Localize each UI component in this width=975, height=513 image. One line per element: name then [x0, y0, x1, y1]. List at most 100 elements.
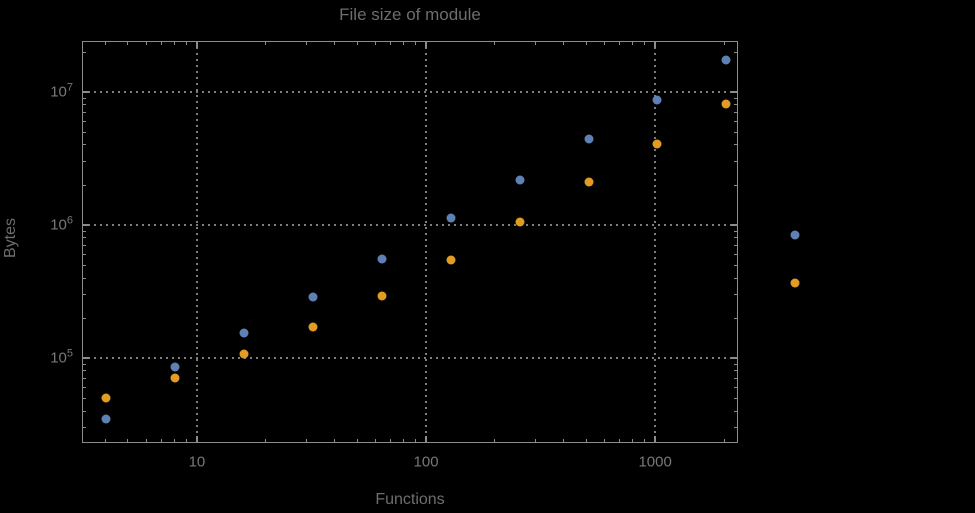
x-minor-tick — [603, 42, 605, 45]
x-major-tick — [425, 436, 428, 442]
x-minor-tick — [603, 439, 605, 442]
y-axis-label: Bytes — [2, 217, 19, 259]
x-minor-tick — [105, 439, 107, 442]
y-minor-tick — [83, 121, 86, 123]
x-minor-tick — [494, 42, 496, 45]
x-minor-tick — [415, 439, 417, 442]
y-minor-tick — [83, 317, 86, 319]
y-minor-tick — [734, 161, 737, 163]
x-minor-tick — [390, 42, 392, 45]
x-minor-tick — [619, 42, 621, 45]
y-minor-tick — [83, 184, 86, 186]
y-minor-tick — [734, 51, 737, 53]
y-minor-tick — [734, 144, 737, 146]
y-tick-label: 105 — [50, 347, 73, 367]
x-minor-tick — [174, 42, 176, 45]
y-minor-tick — [83, 378, 86, 380]
y-minor-tick — [734, 97, 737, 99]
x-minor-tick — [185, 439, 187, 442]
x-minor-tick — [334, 439, 336, 442]
x-major-tick — [195, 436, 198, 442]
y-minor-tick — [734, 294, 737, 296]
y-minor-tick — [83, 131, 86, 133]
x-minor-tick — [160, 439, 162, 442]
chart-title: File size of module — [339, 5, 481, 24]
data-point-blue — [308, 292, 318, 302]
x-minor-tick — [160, 42, 162, 45]
x-minor-tick — [632, 439, 634, 442]
y-minor-tick — [734, 121, 737, 123]
x-gridline — [425, 41, 428, 443]
data-point-blue — [721, 55, 731, 65]
x-tick-label: 10 — [188, 453, 206, 471]
x-minor-tick — [356, 42, 358, 45]
y-major-tick — [731, 357, 737, 360]
y-major-tick — [731, 224, 737, 227]
y-minor-tick — [83, 161, 86, 163]
data-point-blue — [101, 414, 111, 424]
x-minor-tick — [356, 439, 358, 442]
data-point-blue — [652, 95, 662, 105]
x-minor-tick — [334, 42, 336, 45]
x-minor-tick — [585, 42, 587, 45]
data-point-blue — [446, 213, 456, 223]
y-minor-tick — [734, 363, 737, 365]
y-minor-tick — [83, 363, 86, 365]
y-minor-tick — [83, 264, 86, 266]
x-minor-tick — [723, 439, 725, 442]
y-major-tick — [83, 357, 89, 360]
data-point-orange — [170, 373, 180, 383]
y-tick-label: 106 — [50, 214, 73, 234]
y-tick-label: 107 — [50, 81, 73, 101]
y-minor-tick — [83, 410, 86, 412]
x-axis-label: Functions — [375, 491, 445, 508]
y-minor-tick — [83, 277, 86, 279]
x-major-tick — [425, 42, 428, 48]
y-minor-tick — [734, 245, 737, 247]
x-minor-tick — [644, 42, 646, 45]
x-minor-tick — [105, 42, 107, 45]
data-point-orange — [101, 393, 111, 403]
y-minor-tick — [83, 230, 86, 232]
y-minor-tick — [83, 254, 86, 256]
y-minor-tick — [83, 237, 86, 239]
y-minor-tick — [83, 112, 86, 114]
y-minor-tick — [734, 131, 737, 133]
x-minor-tick — [644, 439, 646, 442]
x-minor-tick — [585, 439, 587, 442]
y-minor-tick — [734, 410, 737, 412]
x-minor-tick — [403, 42, 405, 45]
data-point-orange — [239, 349, 249, 359]
y-minor-tick — [83, 245, 86, 247]
y-minor-tick — [83, 97, 86, 99]
data-point-orange — [377, 291, 387, 301]
x-major-tick — [195, 42, 198, 48]
x-minor-tick — [619, 439, 621, 442]
y-minor-tick — [734, 427, 737, 429]
y-minor-tick — [83, 387, 86, 389]
x-minor-tick — [723, 42, 725, 45]
y-minor-tick — [83, 144, 86, 146]
x-minor-tick — [305, 439, 307, 442]
data-point-blue — [170, 362, 180, 372]
y-minor-tick — [734, 104, 737, 106]
y-major-tick — [83, 224, 89, 227]
x-minor-tick — [403, 439, 405, 442]
data-point-blue — [790, 230, 800, 240]
data-point-blue — [515, 175, 525, 185]
x-gridline — [654, 41, 657, 443]
y-minor-tick — [83, 51, 86, 53]
y-minor-tick — [83, 370, 86, 372]
x-minor-tick — [305, 42, 307, 45]
x-major-tick — [654, 436, 657, 442]
y-minor-tick — [83, 104, 86, 106]
y-minor-tick — [83, 294, 86, 296]
x-minor-tick — [127, 439, 129, 442]
y-minor-tick — [734, 317, 737, 319]
x-tick-label: 1000 — [638, 453, 672, 471]
x-minor-tick — [494, 439, 496, 442]
y-minor-tick — [83, 427, 86, 429]
x-minor-tick — [127, 42, 129, 45]
data-point-blue — [377, 254, 387, 264]
data-point-orange — [584, 177, 594, 187]
